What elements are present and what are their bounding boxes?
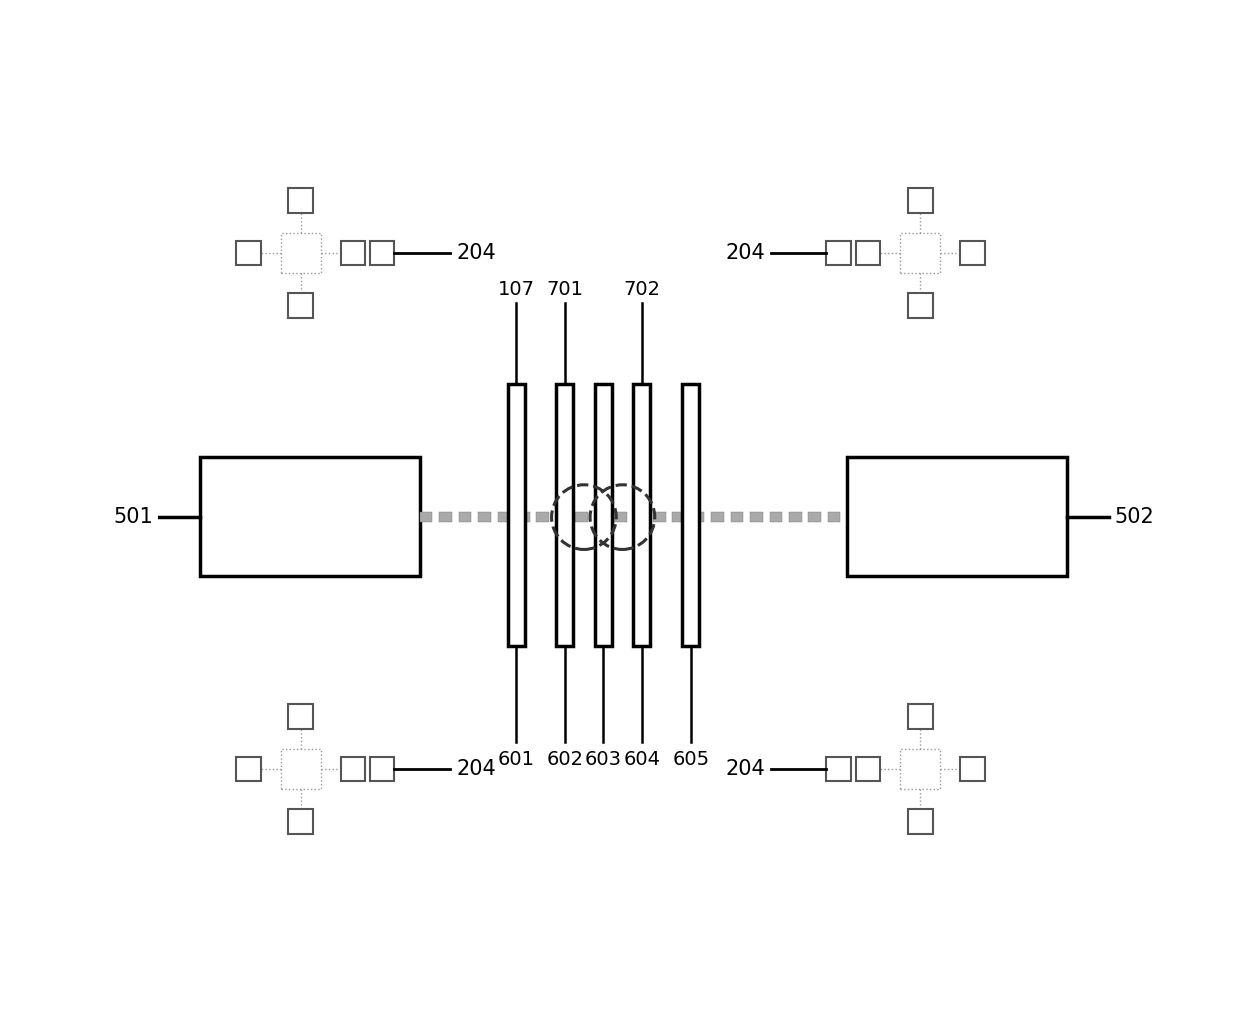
- Bar: [595, 512, 608, 522]
- Bar: [847, 457, 1066, 577]
- Bar: [288, 293, 312, 317]
- Bar: [712, 512, 724, 522]
- Bar: [653, 512, 666, 522]
- Bar: [789, 512, 801, 522]
- Bar: [634, 384, 650, 646]
- Bar: [420, 512, 433, 522]
- Bar: [236, 757, 260, 781]
- Text: 204: 204: [725, 243, 765, 263]
- Bar: [908, 188, 932, 213]
- Bar: [770, 512, 782, 522]
- Text: 604: 604: [624, 750, 660, 769]
- Bar: [479, 512, 491, 522]
- Bar: [556, 512, 568, 522]
- Bar: [201, 457, 420, 577]
- Bar: [341, 241, 366, 265]
- Text: 603: 603: [585, 750, 621, 769]
- Bar: [692, 512, 704, 522]
- Bar: [557, 384, 573, 646]
- Bar: [961, 757, 985, 781]
- Bar: [595, 384, 611, 646]
- Text: 107: 107: [497, 281, 534, 299]
- Bar: [826, 241, 851, 265]
- Text: 204: 204: [456, 243, 496, 263]
- Bar: [280, 749, 321, 788]
- Text: 501: 501: [113, 507, 153, 526]
- Text: 702: 702: [624, 281, 660, 299]
- Bar: [634, 512, 646, 522]
- Bar: [808, 512, 821, 522]
- Bar: [439, 512, 451, 522]
- Bar: [682, 384, 699, 646]
- Text: 601: 601: [497, 750, 534, 769]
- Bar: [961, 241, 985, 265]
- Bar: [341, 757, 366, 781]
- Bar: [908, 809, 932, 834]
- Bar: [288, 809, 312, 834]
- Bar: [614, 512, 626, 522]
- Bar: [370, 241, 394, 265]
- Bar: [730, 512, 743, 522]
- Bar: [828, 512, 841, 522]
- Text: 605: 605: [672, 750, 709, 769]
- Bar: [517, 512, 529, 522]
- Bar: [236, 241, 260, 265]
- Bar: [537, 512, 549, 522]
- Bar: [908, 293, 932, 317]
- Bar: [900, 233, 940, 273]
- Text: 701: 701: [546, 281, 583, 299]
- Bar: [497, 512, 510, 522]
- Bar: [575, 512, 588, 522]
- Bar: [672, 512, 684, 522]
- Text: 204: 204: [725, 759, 765, 779]
- Bar: [856, 241, 880, 265]
- Text: 502: 502: [1115, 507, 1154, 526]
- Bar: [750, 512, 763, 522]
- Bar: [507, 384, 525, 646]
- Bar: [856, 757, 880, 781]
- Bar: [908, 705, 932, 729]
- Bar: [826, 757, 851, 781]
- Bar: [280, 233, 321, 273]
- Text: 602: 602: [546, 750, 583, 769]
- Bar: [459, 512, 471, 522]
- Bar: [370, 757, 394, 781]
- Bar: [288, 188, 312, 213]
- Bar: [900, 749, 940, 788]
- Text: 204: 204: [456, 759, 496, 779]
- Bar: [288, 705, 312, 729]
